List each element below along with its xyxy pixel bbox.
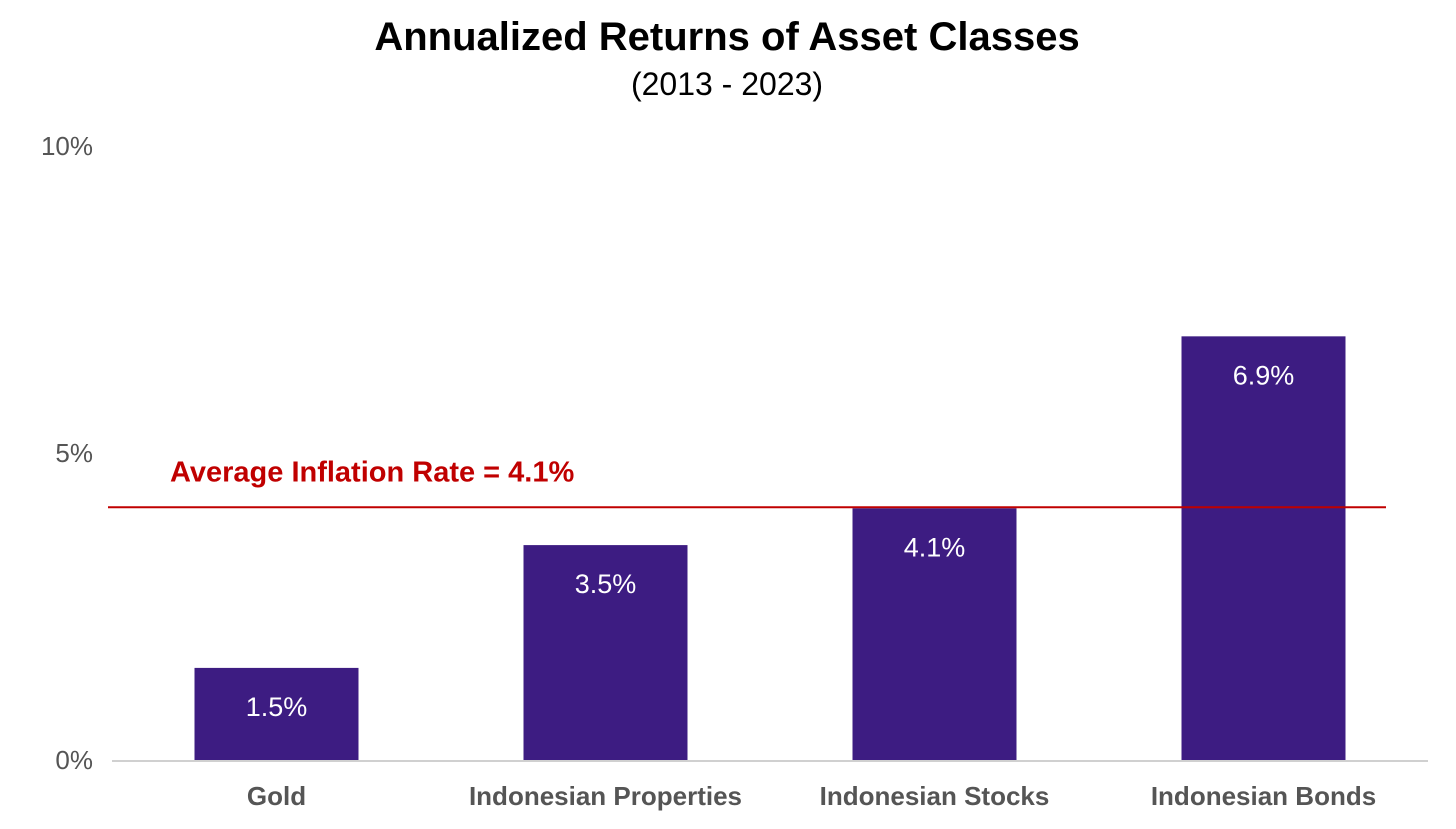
chart-title: Annualized Returns of Asset Classes <box>374 15 1079 59</box>
y-tick-label: 0% <box>55 745 93 775</box>
reference-line-group: Average Inflation Rate = 4.1% <box>108 456 1386 509</box>
bars <box>194 336 1346 760</box>
bar-indonesian-properties <box>523 545 688 760</box>
bar-data-label: 3.5% <box>575 569 637 599</box>
bar-gold <box>194 667 359 760</box>
x-tick-label: Indonesian Bonds <box>1151 781 1376 811</box>
y-axis: 0% 5% 10% <box>41 131 93 775</box>
bar-data-label: 1.5% <box>246 692 308 722</box>
data-labels: 1.5% 3.5% 4.1% 6.9% <box>246 360 1295 722</box>
x-tick-label: Gold <box>247 781 306 811</box>
y-tick-label: 10% <box>41 131 93 161</box>
bar-indonesian-bonds <box>1181 336 1346 760</box>
bar-data-label: 6.9% <box>1233 360 1295 390</box>
bar-indonesian-stocks <box>852 508 1017 760</box>
y-tick-label: 5% <box>55 438 93 468</box>
bar-data-label: 4.1% <box>904 532 966 562</box>
x-axis: Gold Indonesian Properties Indonesian Stoc… <box>112 760 1428 811</box>
x-tick-label: Indonesian Properties <box>469 781 742 811</box>
inflation-annotation: Average Inflation Rate = 4.1% <box>170 456 574 488</box>
x-tick-label: Indonesian Stocks <box>820 781 1050 811</box>
chart-subtitle: (2013 - 2023) <box>631 66 823 102</box>
